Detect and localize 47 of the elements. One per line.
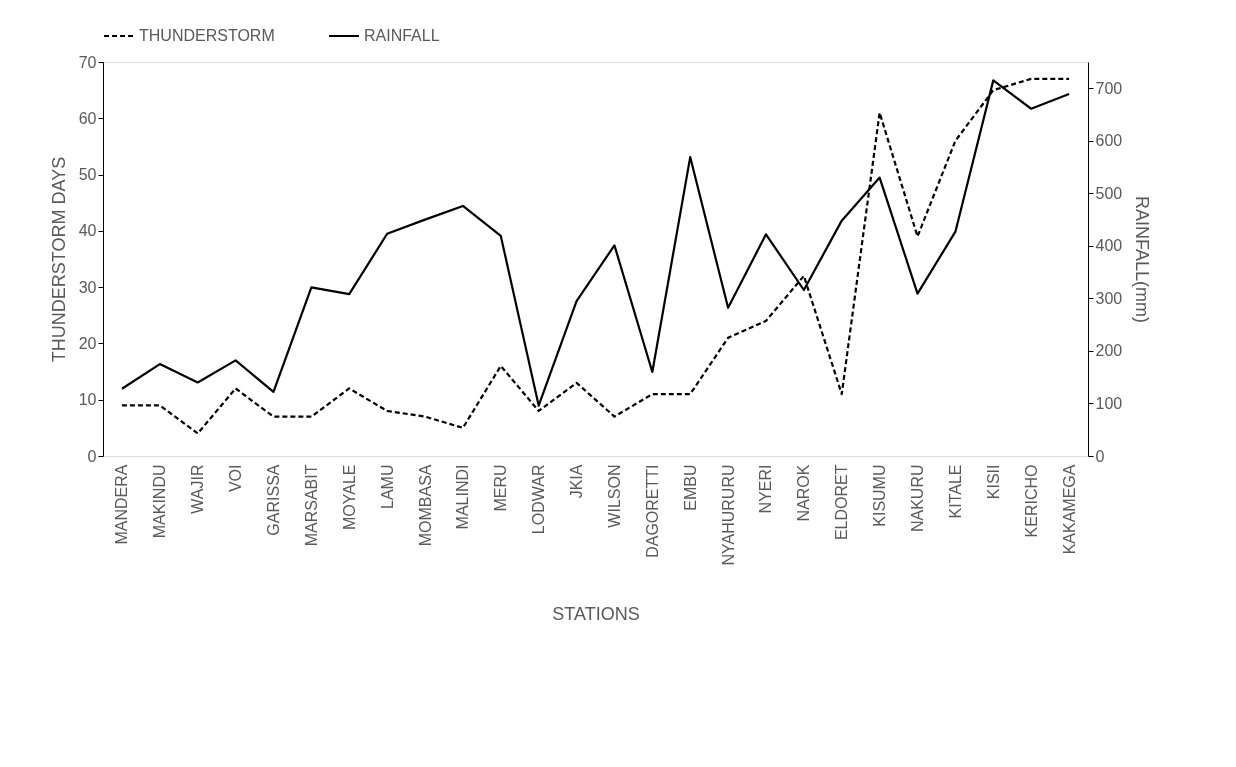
x-tick-label: KITALE — [946, 464, 964, 519]
x-tick-label: MAKINDU — [151, 464, 169, 539]
legend-label: RAINFALL — [364, 27, 440, 44]
y-tick-label: 10 — [78, 391, 97, 409]
x-axis-title: STATIONS — [552, 603, 640, 624]
y2-tick-label: 400 — [1095, 237, 1123, 255]
y-tick-label: 0 — [87, 447, 97, 465]
y-tick-label: 70 — [78, 53, 97, 71]
x-tick-label: JKIA — [568, 464, 586, 499]
y-tick-label: 60 — [78, 109, 97, 127]
x-tick-label: EMBU — [681, 464, 699, 511]
y2-tick-label: 200 — [1095, 342, 1123, 360]
x-tick-label: NAROK — [795, 464, 813, 522]
y2-tick-label: 100 — [1095, 394, 1123, 412]
x-tick-label: NYAHURURU — [719, 464, 737, 566]
y-tick-label: 20 — [78, 334, 97, 352]
x-tick-label: WAJIR — [189, 464, 207, 514]
y2-axis-title: RAINFALL(mm) — [1132, 195, 1153, 324]
x-tick-label: LAMU — [378, 464, 396, 509]
y2-tick-label: 0 — [1095, 447, 1105, 465]
x-tick-label: WILSON — [605, 464, 623, 528]
legend-label: THUNDERSTORM — [139, 27, 275, 44]
x-tick-label: KAKAMEGA — [1060, 464, 1078, 555]
y2-tick-label: 600 — [1095, 132, 1123, 150]
x-tick-label: MERU — [492, 464, 510, 512]
x-tick-label: NAKURU — [909, 464, 927, 533]
x-tick-label: MANDERA — [113, 464, 131, 545]
x-tick-label: LODWAR — [530, 464, 548, 535]
x-tick-label: ELDORET — [833, 464, 851, 541]
x-tick-label: GARISSA — [264, 464, 282, 536]
x-tick-label: KERICHO — [1022, 464, 1040, 538]
y2-tick-label: 500 — [1095, 184, 1123, 202]
x-tick-label: KISUMU — [871, 464, 889, 527]
y2-tick-label: 700 — [1095, 79, 1123, 97]
x-tick-label: NYERI — [757, 464, 775, 514]
y2-tick-label: 300 — [1095, 289, 1123, 307]
x-tick-label: MALINDI — [454, 464, 472, 530]
x-tick-label: DAGORETTI — [643, 464, 661, 558]
x-tick-label: MOYALE — [340, 464, 358, 530]
x-tick-label: MOMBASA — [416, 464, 434, 547]
x-tick-label: KISII — [984, 464, 1002, 500]
y-tick-label: 40 — [78, 222, 97, 240]
y-tick-label: 50 — [78, 166, 97, 184]
x-tick-label: VOI — [227, 464, 245, 493]
x-tick-label: MARSABIT — [302, 464, 320, 547]
y-axis-title: THUNDERSTORM DAYS — [48, 156, 69, 363]
y-tick-label: 30 — [78, 278, 97, 296]
